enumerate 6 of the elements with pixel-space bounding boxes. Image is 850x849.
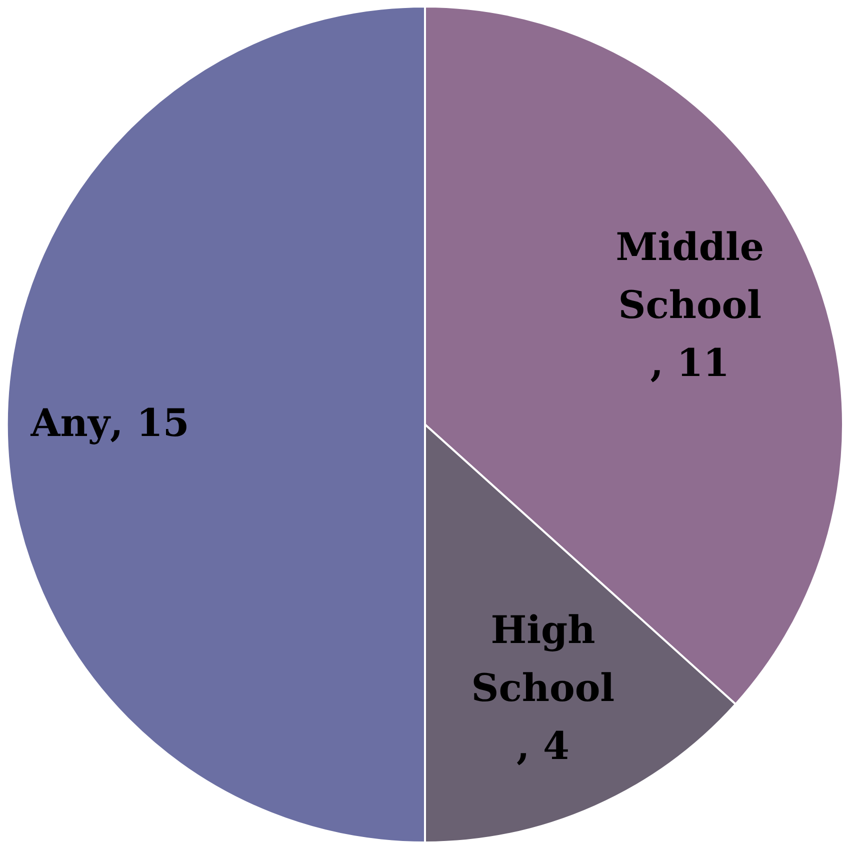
- data-label: , 15: [110, 400, 190, 445]
- slice-label: Middle School: [616, 224, 764, 328]
- data-label: , 4: [516, 722, 570, 768]
- data-label: , 11: [650, 340, 730, 386]
- slice-label: Any: [30, 400, 111, 445]
- slice-label: High School: [471, 606, 615, 710]
